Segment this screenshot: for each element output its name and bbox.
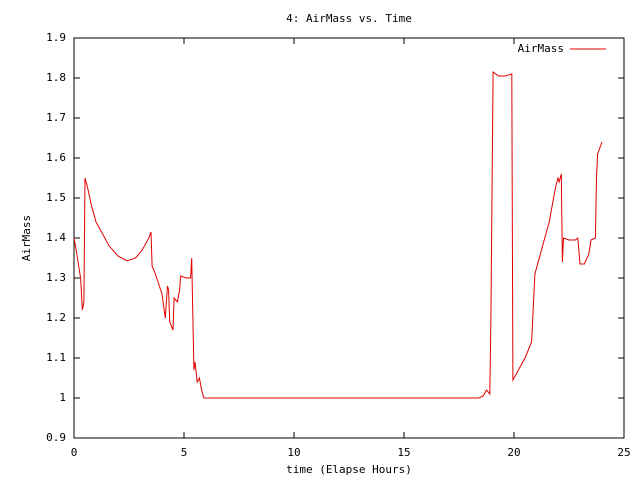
y-tick-label: 1 [59,391,66,404]
y-tick-label: 1.7 [46,111,66,124]
x-tick-label: 25 [617,446,630,459]
y-tick-label: 0.9 [46,431,66,444]
y-axis-label: AirMass [20,215,33,261]
y-tick-label: 1.9 [46,31,66,44]
x-tick-label: 0 [71,446,78,459]
x-tick-label: 15 [397,446,410,459]
x-tick-label: 20 [507,446,520,459]
legend-label: AirMass [518,42,564,55]
y-tick-label: 1.2 [46,311,66,324]
data-line [73,71,603,399]
y-tick-label: 1.3 [46,271,66,284]
x-tick-label: 5 [181,446,188,459]
y-tick-label: 1.5 [46,191,66,204]
x-tick-label: 10 [287,446,300,459]
y-tick-label: 1.1 [46,351,66,364]
y-tick-label: 1.6 [46,151,66,164]
chart-title: 4: AirMass vs. Time [286,12,412,25]
y-tick-label: 1.4 [46,231,66,244]
x-axis-label: time (Elapse Hours) [286,463,412,476]
y-tick-label: 1.8 [46,71,66,84]
